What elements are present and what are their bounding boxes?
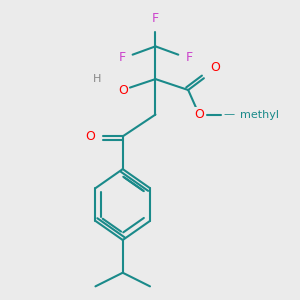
Text: F: F — [118, 51, 125, 64]
Text: O: O — [210, 61, 220, 74]
Text: H: H — [92, 74, 101, 84]
Text: methyl: methyl — [240, 110, 279, 119]
Text: —: — — [224, 110, 235, 119]
Text: F: F — [185, 51, 193, 64]
Text: O: O — [118, 83, 128, 97]
Text: O: O — [194, 108, 204, 121]
Text: F: F — [152, 11, 159, 25]
Text: O: O — [85, 130, 95, 143]
